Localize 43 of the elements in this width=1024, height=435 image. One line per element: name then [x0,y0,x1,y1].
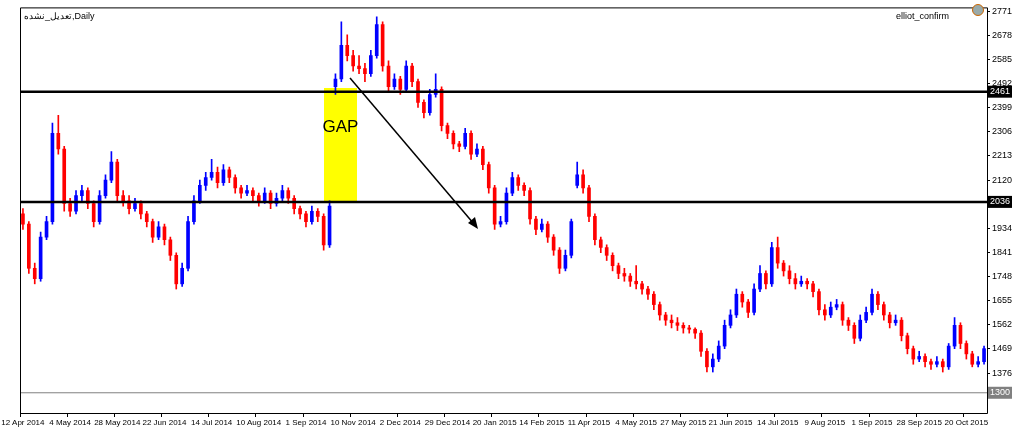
ref-line-label: 2036 [990,196,1011,207]
y-tick-label: 2399 [992,102,1013,113]
x-tick-label: 22 Jun 2014 [142,418,188,427]
x-tick-label: 20 Jan 2015 [472,418,518,427]
x-tick-label: 10 Aug 2014 [236,418,282,427]
y-tick-label: 1655 [992,295,1013,306]
x-tick-label: 29 Dec 2014 [424,418,471,427]
y-tick-label: 2306 [992,126,1013,137]
x-tick-label: 11 Apr 2015 [567,418,611,427]
candlestick [357,55,361,75]
x-tick-label: 4 May 2015 [615,418,658,427]
y-tick-label: 2771 [992,5,1013,16]
y-tick-label: 1748 [992,271,1013,282]
x-tick-label: 28 May 2014 [94,418,141,427]
x-tick-label: 4 May 2014 [49,418,92,427]
y-tick-label: 2120 [992,174,1013,185]
x-tick-label: 1 Sep 2015 [851,418,894,427]
x-tick-label: 2 Dec 2014 [379,418,422,427]
y-tick-label: 2678 [992,29,1013,40]
x-tick-label: 10 Nov 2014 [330,418,377,427]
x-tick-label: 14 Jul 2014 [190,418,233,427]
y-tick-label: 1469 [992,343,1013,354]
chart-title: تعدیل_نشده,Daily [24,10,96,21]
annotation: elliot_confirm [895,10,949,21]
ref-line-label: 2461 [990,86,1011,97]
x-tick-label: 9 Aug 2015 [804,418,846,427]
x-tick-label: 14 Jul 2015 [756,418,799,427]
y-tick-label: 1841 [992,246,1013,257]
x-tick-label: 27 May 2015 [660,418,708,427]
y-tick-label: 1934 [992,222,1013,233]
candlestick [634,265,638,290]
y-tick-label: 1376 [992,367,1013,378]
y-tick-label: 2213 [992,150,1013,161]
x-tick-label: 14 Feb 2015 [519,418,565,427]
x-tick-label: 20 Oct 2015 [944,418,989,427]
x-tick-label: 12 Apr 2014 [1,418,46,427]
y-tick-label: 2492 [992,78,1013,89]
y-tick-label: 2585 [992,54,1013,65]
y-tick-label: 1562 [992,319,1013,330]
x-tick-label: 1 Sep 2014 [285,418,327,427]
x-tick-label: 21 Jun 2015 [708,418,754,427]
x-tick-label: 28 Sep 2015 [896,418,943,427]
ref-line-label: 1300 [990,387,1011,398]
